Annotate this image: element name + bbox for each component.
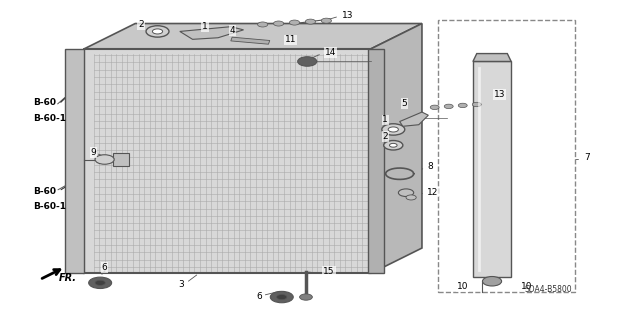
Circle shape (273, 21, 284, 26)
Circle shape (472, 102, 481, 107)
Text: B-60: B-60 (33, 187, 56, 196)
Text: 6: 6 (101, 263, 107, 272)
Text: 1: 1 (202, 22, 208, 31)
Text: B-60-1: B-60-1 (33, 114, 67, 123)
Circle shape (398, 189, 413, 197)
Circle shape (257, 22, 268, 27)
Text: 10: 10 (521, 282, 532, 291)
Text: 14: 14 (324, 48, 336, 57)
Text: 15: 15 (323, 267, 335, 276)
Bar (473, 62, 511, 277)
Bar (438, 20, 575, 292)
Polygon shape (473, 54, 511, 62)
Text: B-60-1: B-60-1 (33, 203, 67, 211)
Circle shape (95, 280, 105, 286)
Circle shape (146, 26, 169, 37)
Text: 2: 2 (138, 20, 144, 29)
Circle shape (289, 20, 300, 25)
Circle shape (152, 29, 163, 34)
Circle shape (444, 104, 453, 108)
Bar (368, 49, 384, 273)
Text: 13: 13 (342, 11, 354, 20)
Circle shape (298, 57, 317, 66)
Text: 10: 10 (457, 282, 468, 291)
Polygon shape (399, 112, 428, 126)
Circle shape (406, 195, 416, 200)
Text: FR.: FR. (59, 273, 77, 283)
Text: 1: 1 (383, 115, 388, 124)
Circle shape (430, 105, 439, 109)
Bar (113, 153, 129, 166)
Polygon shape (84, 49, 371, 273)
Circle shape (388, 127, 398, 132)
Text: 5: 5 (401, 99, 407, 108)
Circle shape (89, 277, 111, 288)
Text: 8: 8 (427, 162, 433, 171)
Polygon shape (371, 24, 422, 273)
Circle shape (321, 18, 332, 23)
Circle shape (305, 19, 316, 24)
Circle shape (276, 294, 287, 300)
Circle shape (382, 124, 404, 135)
Text: 12: 12 (427, 188, 438, 197)
Polygon shape (84, 24, 422, 49)
Text: 4: 4 (230, 26, 235, 35)
Polygon shape (180, 27, 244, 39)
Text: 13: 13 (494, 90, 506, 99)
Text: SDA4-B5800: SDA4-B5800 (524, 285, 572, 294)
Circle shape (483, 277, 502, 286)
Text: 6: 6 (256, 292, 262, 300)
Text: 7: 7 (584, 153, 590, 162)
Text: 3: 3 (179, 280, 184, 289)
Circle shape (458, 103, 467, 108)
Circle shape (270, 291, 293, 303)
Circle shape (95, 155, 114, 164)
Bar (65, 49, 84, 273)
Circle shape (384, 141, 403, 150)
Text: B-60: B-60 (33, 98, 56, 107)
Circle shape (390, 143, 397, 147)
Text: 9: 9 (91, 148, 97, 157)
Circle shape (300, 294, 312, 300)
Text: 2: 2 (383, 132, 388, 141)
Bar (231, 37, 270, 44)
Text: 11: 11 (285, 35, 296, 44)
